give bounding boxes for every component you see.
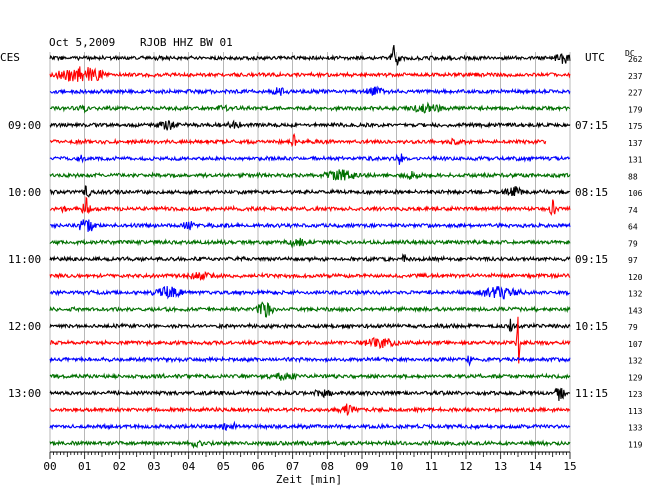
dc-offset-label-5: 137 bbox=[628, 139, 643, 148]
left-time-label-3: 12:00 bbox=[8, 320, 41, 333]
left-timezone-label: CES bbox=[0, 51, 20, 64]
dc-offset-label-2: 227 bbox=[628, 89, 643, 98]
dc-offset-label-16: 79 bbox=[628, 323, 638, 332]
trace-row-3 bbox=[49, 101, 571, 114]
trace-row-16 bbox=[49, 318, 571, 333]
trace-row-5 bbox=[49, 132, 547, 148]
dc-offset-label-14: 132 bbox=[628, 290, 643, 299]
left-time-label-4: 13:00 bbox=[8, 387, 41, 400]
header-station: RJOB HHZ BW 01 bbox=[140, 36, 233, 49]
trace-row-11 bbox=[49, 237, 571, 249]
trace-row-22 bbox=[49, 420, 571, 432]
trace-row-20 bbox=[49, 387, 571, 401]
trace-row-10 bbox=[49, 219, 571, 232]
dc-offset-label-20: 123 bbox=[628, 390, 643, 399]
right-time-label-3: 10:15 bbox=[575, 320, 608, 333]
trace-row-23 bbox=[49, 439, 571, 449]
trace-row-0 bbox=[49, 44, 571, 66]
x-tick-label-02: 02 bbox=[113, 460, 126, 473]
dc-offset-label-17: 107 bbox=[628, 340, 643, 349]
dc-offset-label-7: 88 bbox=[628, 172, 638, 181]
dc-offset-label-10: 64 bbox=[628, 223, 638, 232]
dc-offset-label-19: 129 bbox=[628, 373, 643, 382]
x-tick-label-08: 08 bbox=[321, 460, 334, 473]
dc-label: DC bbox=[625, 49, 635, 58]
x-tick-label-14: 14 bbox=[529, 460, 543, 473]
x-axis-label: Zeit [min] bbox=[276, 473, 342, 486]
x-tick-label-10: 10 bbox=[390, 460, 403, 473]
dc-offset-labels: 262 237 227 179 175 137 131 88 106 74 64 79 97 120 132… bbox=[628, 55, 643, 449]
x-axis: 00 01 02 03 04 05 06 07 08 09 10 11 12 13 14 15 bbox=[43, 451, 577, 473]
x-tick-label-05: 05 bbox=[217, 460, 230, 473]
x-tick-label-04: 04 bbox=[182, 460, 196, 473]
right-time-label-1: 08:15 bbox=[575, 186, 608, 199]
dc-offset-label-1: 237 bbox=[628, 72, 643, 81]
trace-group bbox=[49, 44, 571, 449]
x-tick-label-01: 01 bbox=[78, 460, 91, 473]
trace-row-8 bbox=[49, 185, 571, 198]
dc-offset-label-11: 79 bbox=[628, 239, 638, 248]
right-time-label-0: 07:15 bbox=[575, 119, 608, 132]
right-time-label-4: 11:15 bbox=[575, 387, 608, 400]
x-tick-label-03: 03 bbox=[147, 460, 160, 473]
dc-offset-label-6: 131 bbox=[628, 156, 643, 165]
x-tick-label-00: 00 bbox=[43, 460, 56, 473]
dc-offset-label-8: 106 bbox=[628, 189, 643, 198]
dc-offset-label-18: 132 bbox=[628, 357, 643, 366]
trace-row-19 bbox=[49, 372, 571, 381]
trace-row-14 bbox=[49, 285, 571, 300]
trace-row-4 bbox=[49, 119, 571, 131]
dc-offset-label-21: 113 bbox=[628, 407, 643, 416]
trace-row-9 bbox=[49, 196, 571, 216]
left-time-label-1: 10:00 bbox=[8, 186, 41, 199]
trace-row-13 bbox=[49, 271, 571, 281]
trace-row-17 bbox=[49, 316, 571, 364]
dc-offset-label-13: 120 bbox=[628, 273, 643, 282]
dc-offset-label-9: 74 bbox=[628, 206, 638, 215]
left-time-labels: 09:00 10:00 11:00 12:00 13:00 bbox=[8, 119, 41, 400]
x-tick-label-11: 11 bbox=[425, 460, 438, 473]
x-tick-label-07: 07 bbox=[286, 460, 299, 473]
right-time-labels: 07:15 08:15 09:15 10:15 11:15 bbox=[575, 119, 608, 400]
x-tick-label-09: 09 bbox=[355, 460, 368, 473]
left-time-label-2: 11:00 bbox=[8, 253, 41, 266]
trace-row-12 bbox=[49, 253, 571, 264]
time-gridlines bbox=[49, 52, 571, 452]
header-date: Oct 5,2009 bbox=[49, 36, 115, 49]
dc-offset-label-0: 262 bbox=[628, 55, 643, 64]
dc-offset-label-3: 179 bbox=[628, 105, 643, 114]
x-tick-label-13: 13 bbox=[494, 460, 507, 473]
right-time-label-2: 09:15 bbox=[575, 253, 608, 266]
dc-offset-label-22: 133 bbox=[628, 424, 643, 433]
trace-row-18 bbox=[49, 355, 571, 367]
trace-row-15 bbox=[49, 301, 571, 318]
x-tick-label-12: 12 bbox=[459, 460, 472, 473]
dc-offset-label-12: 97 bbox=[628, 256, 638, 265]
trace-row-1 bbox=[49, 66, 571, 82]
left-time-label-0: 09:00 bbox=[8, 119, 41, 132]
trace-row-21 bbox=[49, 403, 571, 416]
dc-offset-label-15: 143 bbox=[628, 306, 643, 315]
x-tick-label-15: 15 bbox=[563, 460, 576, 473]
trace-row-2 bbox=[49, 85, 571, 96]
dc-offset-label-4: 175 bbox=[628, 122, 643, 131]
dc-offset-label-23: 119 bbox=[628, 440, 643, 449]
x-tick-label-06: 06 bbox=[251, 460, 264, 473]
trace-row-6 bbox=[49, 153, 571, 165]
right-timezone-label: UTC bbox=[585, 51, 605, 64]
trace-row-7 bbox=[49, 169, 571, 181]
